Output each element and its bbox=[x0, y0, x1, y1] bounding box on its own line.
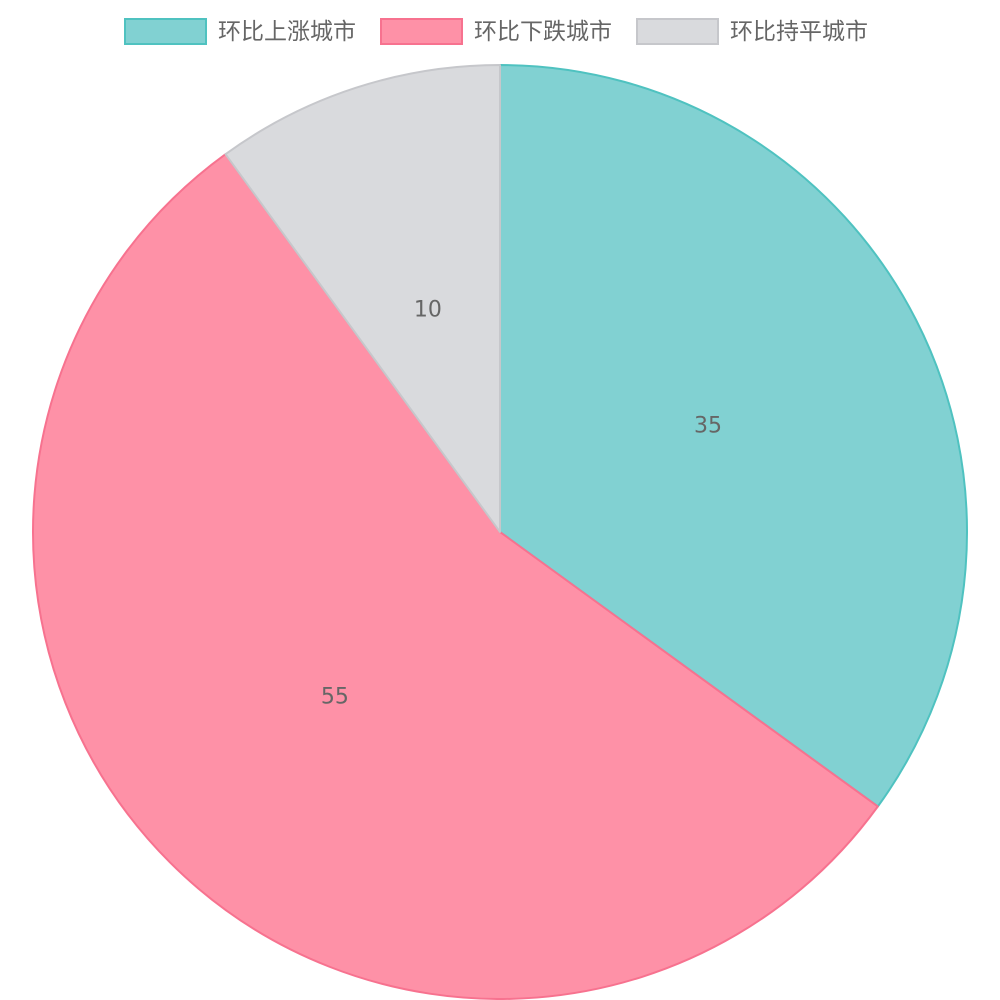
slice-value-label-2: 55 bbox=[321, 685, 349, 710]
legend-item-2[interactable]: 环比下跌城市 bbox=[380, 18, 612, 45]
slice-value-label-1: 35 bbox=[694, 413, 722, 438]
legend-item-3[interactable]: 环比持平城市 bbox=[636, 18, 868, 45]
pie-slice-2[interactable] bbox=[32, 153, 879, 1000]
legend-swatch-2 bbox=[380, 18, 463, 45]
pie-slices bbox=[32, 64, 968, 1000]
pie-slice-1[interactable] bbox=[499, 64, 968, 808]
pie-slice-labels: 35 55 10 bbox=[321, 297, 722, 709]
slice-value-label-3: 10 bbox=[414, 297, 442, 322]
legend-label-3: 环比持平城市 bbox=[730, 19, 868, 45]
legend-label-1: 环比上涨城市 bbox=[218, 19, 356, 45]
legend: 环比上涨城市 环比下跌城市 环比持平城市 bbox=[124, 18, 868, 45]
legend-swatch-3 bbox=[636, 18, 719, 45]
pie-slice-3[interactable] bbox=[224, 64, 501, 533]
legend-swatch-1 bbox=[124, 18, 207, 45]
legend-item-1[interactable]: 环比上涨城市 bbox=[124, 18, 356, 45]
legend-label-2: 环比下跌城市 bbox=[474, 19, 612, 45]
